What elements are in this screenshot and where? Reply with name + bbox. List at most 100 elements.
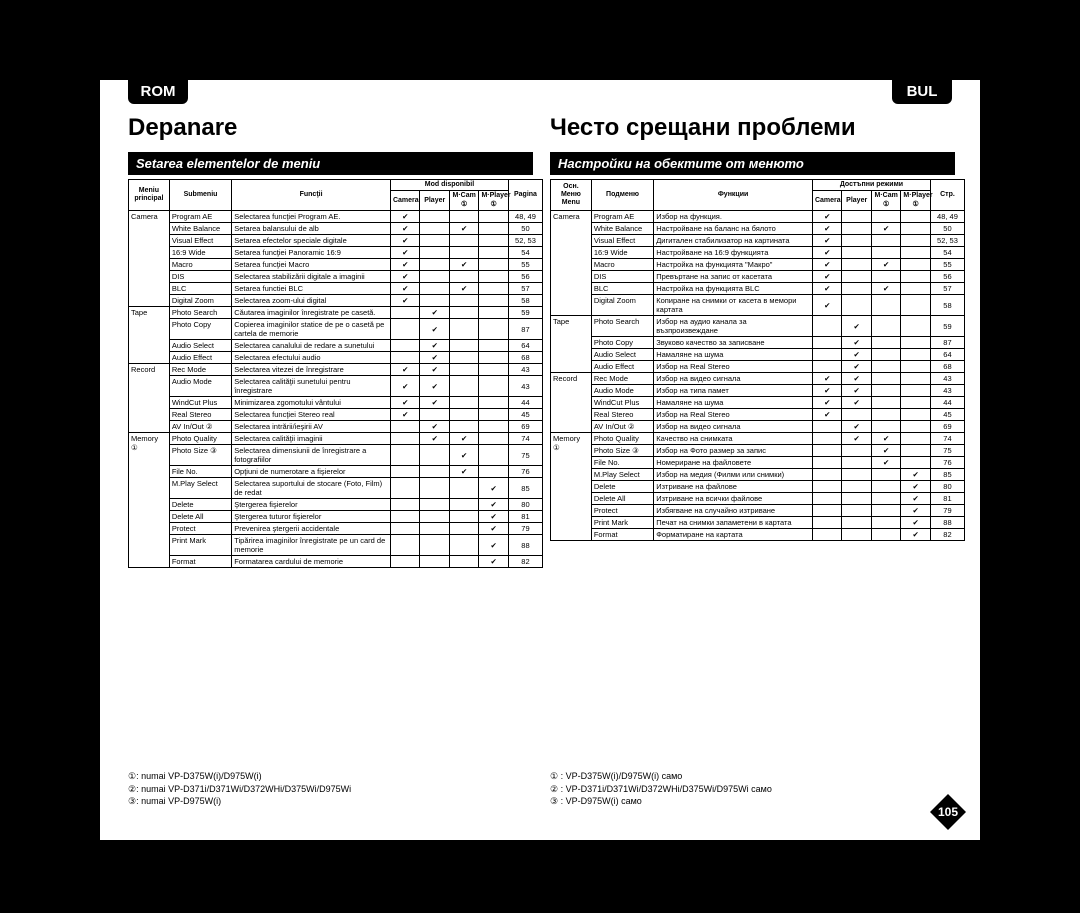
cell-mode-check: ✔	[812, 259, 841, 271]
cell-mode-check	[479, 352, 509, 364]
cell-function: Ştergerea fişierelor	[232, 499, 391, 511]
table-row: Audio SelectНамаляне на шума✔64	[551, 349, 965, 361]
cell-mode-check	[449, 211, 478, 223]
cell-submenu: Audio Select	[591, 349, 653, 361]
cell-mode-check	[449, 376, 478, 397]
cell-page: 80	[930, 481, 964, 493]
cell-submenu: Digital Zoom	[169, 295, 231, 307]
cell-mode-check	[420, 535, 449, 556]
cell-mode-check	[449, 478, 478, 499]
cell-mode-check	[901, 409, 931, 421]
cell-mode-check	[449, 397, 478, 409]
cell-mode-check	[812, 337, 841, 349]
cell-function: Setarea functiei BLC	[232, 283, 391, 295]
cell-mode-check	[449, 352, 478, 364]
cell-mode-check	[812, 421, 841, 433]
cell-main-menu: Record	[551, 373, 592, 433]
cell-page: 52, 53	[508, 235, 542, 247]
cell-submenu: M.Play Select	[169, 478, 231, 499]
col-func: Funcţii	[232, 180, 391, 211]
cell-mode-check: ✔	[449, 223, 478, 235]
cell-submenu: Audio Select	[169, 340, 231, 352]
cell-mode-check	[871, 247, 900, 259]
cell-mode-check	[420, 511, 449, 523]
cell-mode-check: ✔	[479, 478, 509, 499]
footnotes-left: ①: numai VP-D375W(i)/D975W(i) ②: numai V…	[128, 770, 351, 808]
cell-function: Качество на снимката	[654, 433, 813, 445]
cell-main-menu: Tape	[129, 307, 170, 364]
cell-page: 44	[930, 397, 964, 409]
footnote: ③ : VP-D975W(i) само	[550, 795, 772, 808]
cell-mode-check	[449, 556, 478, 568]
cell-mode-check	[871, 409, 900, 421]
cell-mode-check	[901, 349, 931, 361]
cell-submenu: Photo Search	[591, 316, 653, 337]
cell-function: Selectarea efectului audio	[232, 352, 391, 364]
cell-mode-check: ✔	[479, 511, 509, 523]
cell-mode-check: ✔	[901, 469, 931, 481]
cell-mode-check	[390, 340, 419, 352]
cell-mode-check	[479, 364, 509, 376]
cell-mode-check	[479, 295, 509, 307]
cell-mode-check: ✔	[449, 445, 478, 466]
cell-mode-check: ✔	[812, 295, 841, 316]
cell-page: 59	[508, 307, 542, 319]
cell-submenu: White Balance	[591, 223, 653, 235]
cell-mode-check	[390, 307, 419, 319]
table-row: CameraProgram AEИзбор на функция.✔48, 49	[551, 211, 965, 223]
cell-submenu: Real Stereo	[591, 409, 653, 421]
menu-table-left: Meniu principal Submeniu Funcţii Mod dis…	[128, 179, 543, 568]
cell-submenu: File No.	[591, 457, 653, 469]
cell-page: 68	[508, 352, 542, 364]
cell-mode-check	[449, 523, 478, 535]
cell-mode-check	[901, 397, 931, 409]
col-mode-mplayer: M·Player ①	[479, 191, 509, 211]
cell-mode-check: ✔	[842, 433, 871, 445]
cell-submenu: Protect	[169, 523, 231, 535]
cell-mode-check	[842, 457, 871, 469]
cell-mode-check: ✔	[390, 376, 419, 397]
cell-submenu: Program AE	[169, 211, 231, 223]
cell-mode-check	[871, 469, 900, 481]
cell-mode-check	[901, 421, 931, 433]
cell-submenu: White Balance	[169, 223, 231, 235]
cell-submenu: Real Stereo	[169, 409, 231, 421]
cell-page: 74	[508, 433, 542, 445]
cell-mode-check	[901, 235, 931, 247]
cell-page: 75	[508, 445, 542, 466]
table-row: Audio ModeИзбор на типа памет✔✔43	[551, 385, 965, 397]
cell-mode-check: ✔	[812, 385, 841, 397]
cell-submenu: Delete	[169, 499, 231, 511]
cell-mode-check	[420, 499, 449, 511]
cell-mode-check: ✔	[420, 307, 449, 319]
cell-function: Setarea funcţiei Panoramic 16:9	[232, 247, 391, 259]
cell-page: 45	[508, 409, 542, 421]
cell-mode-check	[842, 235, 871, 247]
section-header-left: Setarea elementelor de meniu	[128, 152, 533, 175]
cell-submenu: Photo Search	[169, 307, 231, 319]
table-row: 16:9 WideНастройване на 16:9 функцията✔5…	[551, 247, 965, 259]
cell-function: Formatarea cardului de memorie	[232, 556, 391, 568]
cell-mode-check	[871, 337, 900, 349]
cell-mode-check: ✔	[390, 283, 419, 295]
cell-mode-check	[390, 535, 419, 556]
col-mode-player: Player	[420, 191, 449, 211]
cell-mode-check	[842, 211, 871, 223]
cell-mode-check	[449, 295, 478, 307]
cell-function: Настройване на баланс на бялото	[654, 223, 813, 235]
col-mode-camera: Camera	[812, 191, 841, 211]
table-row: TapePhoto SearchИзбор на аудио канала за…	[551, 316, 965, 337]
table-row: Photo Size ③Selectarea dimensiunii de în…	[129, 445, 543, 466]
table-row: Photo CopyCopierea imaginilor statice de…	[129, 319, 543, 340]
cell-page: 85	[508, 478, 542, 499]
cell-mode-check	[842, 493, 871, 505]
cell-mode-check: ✔	[449, 433, 478, 445]
table-row: ProtectPrevenirea ştergerii accidentale✔…	[129, 523, 543, 535]
cell-main-menu: Memory ①	[129, 433, 170, 568]
cell-submenu: Photo Quality	[169, 433, 231, 445]
cell-function: Избор на типа памет	[654, 385, 813, 397]
cell-submenu: Delete All	[591, 493, 653, 505]
cell-mode-check: ✔	[871, 259, 900, 271]
cell-function: Копиране на снимки от касета в мемори ка…	[654, 295, 813, 316]
cell-mode-check: ✔	[390, 223, 419, 235]
